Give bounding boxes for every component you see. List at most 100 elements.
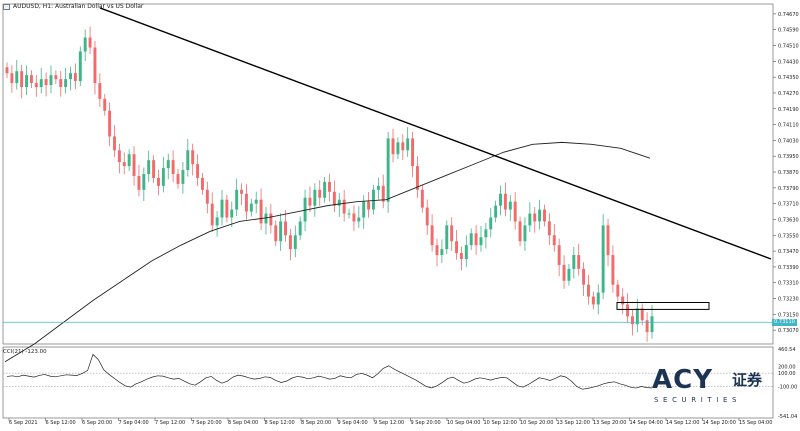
- candle-body: [313, 189, 317, 206]
- candle-body: [616, 284, 620, 297]
- candle-body: [137, 175, 141, 190]
- candle-body: [484, 229, 488, 238]
- candle-body: [10, 73, 14, 84]
- price-tick-label: 0.74350: [778, 75, 799, 81]
- candle-body: [450, 225, 454, 242]
- candle-body: [538, 209, 542, 222]
- candle-body: [582, 268, 586, 285]
- candle-body: [347, 213, 351, 215]
- time-tick-label: 7 Sep 12:00: [155, 420, 185, 426]
- candle-body: [54, 75, 58, 80]
- time-tick-label: 10 Sep 20:00: [520, 420, 553, 426]
- price-tick-label: 0.74270: [778, 91, 799, 97]
- price-tick-label: 0.73710: [778, 202, 799, 208]
- candle-body: [459, 253, 463, 259]
- candle-body: [103, 98, 107, 111]
- candle-body: [513, 201, 517, 222]
- candle-body: [508, 201, 512, 210]
- time-tick-label: 8 Sep 12:00: [265, 420, 295, 426]
- candle-body: [34, 83, 38, 88]
- candle-body: [464, 245, 468, 259]
- candle-body: [596, 292, 600, 305]
- time-tick-label: 6 Sep 20:00: [82, 420, 112, 426]
- candle-body: [323, 181, 327, 198]
- candle-body: [342, 199, 346, 214]
- time-tick-label: 6 Sep 2021: [9, 420, 38, 426]
- price-tick-label: 0.73070: [778, 328, 799, 334]
- candle-body: [587, 284, 590, 297]
- moving-average-line: [4, 141, 651, 363]
- candle-body: [113, 136, 116, 151]
- candle-body: [181, 170, 185, 184]
- logo-chinese-text: 证券: [732, 371, 763, 389]
- logo-text: ACY: [652, 365, 714, 395]
- candle-body: [391, 138, 395, 155]
- cci-tick-label: -100.00: [778, 384, 797, 390]
- price-tick-label: 0.74590: [778, 28, 799, 34]
- candle-body: [372, 189, 375, 210]
- range-rectangle: [616, 301, 710, 310]
- candle-body: [235, 189, 239, 210]
- candle-body: [88, 37, 92, 48]
- time-tick-label: 7 Sep 04:00: [119, 420, 149, 426]
- time-tick-label: 8 Sep 04:00: [228, 420, 258, 426]
- time-tick-label: 7 Sep 20:00: [192, 420, 222, 426]
- candle-body: [455, 241, 459, 254]
- price-tick-label: 0.73230: [778, 297, 799, 303]
- chart-title: AUDUSD, H1: Australian Dollar vs US Doll…: [13, 3, 144, 10]
- time-tick-label: 10 Sep 12:00: [484, 420, 517, 426]
- price-tick-label: 0.73630: [778, 217, 799, 223]
- cci-tick-label: 460.54: [778, 347, 796, 353]
- candle-body: [259, 199, 263, 224]
- time-tick-label: 13 Sep 12:00: [557, 420, 590, 426]
- candle-body: [567, 268, 571, 281]
- candle-body: [577, 255, 581, 269]
- candle-body: [284, 221, 287, 236]
- candle-body: [49, 75, 53, 86]
- candle-body: [640, 308, 644, 321]
- price-tick-label: 0.74510: [778, 44, 799, 50]
- cci-tick-label: -541.04: [778, 414, 797, 420]
- candle-body: [132, 154, 136, 176]
- price-tick-label: 0.73950: [778, 154, 799, 160]
- time-tick-label: 9 Sep 20:00: [411, 420, 441, 426]
- candle-body: [122, 162, 126, 167]
- candle-body: [196, 164, 200, 178]
- candle-body: [420, 189, 424, 208]
- candle-body: [547, 221, 551, 236]
- candle-body: [332, 191, 336, 206]
- candle-body: [264, 213, 268, 224]
- candle-body: [191, 150, 195, 165]
- candle-body: [503, 193, 507, 210]
- candle-body: [474, 233, 478, 246]
- candle-body: [357, 217, 361, 222]
- time-tick-label: 15 Sep 04:00: [739, 420, 772, 426]
- time-tick-label: 6 Sep 12:00: [46, 420, 76, 426]
- candle-body: [337, 199, 341, 206]
- candle-body: [64, 79, 68, 88]
- candle-body: [293, 235, 297, 250]
- candle-body: [230, 209, 234, 218]
- candle-body: [25, 75, 29, 88]
- candle-body: [29, 75, 33, 84]
- candle-body: [430, 225, 434, 246]
- price-tick-label: 0.74430: [778, 59, 799, 65]
- candle-body: [210, 203, 214, 226]
- candle-body: [157, 177, 160, 186]
- time-tick-label: 14 Sep 12:00: [666, 420, 699, 426]
- time-tick-label: 8 Sep 20:00: [301, 420, 331, 426]
- candle-body: [630, 316, 634, 325]
- candle-body: [611, 255, 615, 285]
- candle-body: [626, 304, 630, 317]
- acy-securities-logo: ACY 证券 SECURITIES: [652, 366, 774, 408]
- candle-body: [98, 83, 102, 99]
- price-tick-label: 0.73790: [778, 186, 799, 192]
- time-tick-label: 9 Sep 04:00: [338, 420, 368, 426]
- candle-body: [220, 199, 224, 218]
- candle-body: [274, 225, 278, 242]
- candle-body: [562, 264, 566, 281]
- candle-body: [39, 79, 43, 88]
- candle-body: [411, 138, 415, 167]
